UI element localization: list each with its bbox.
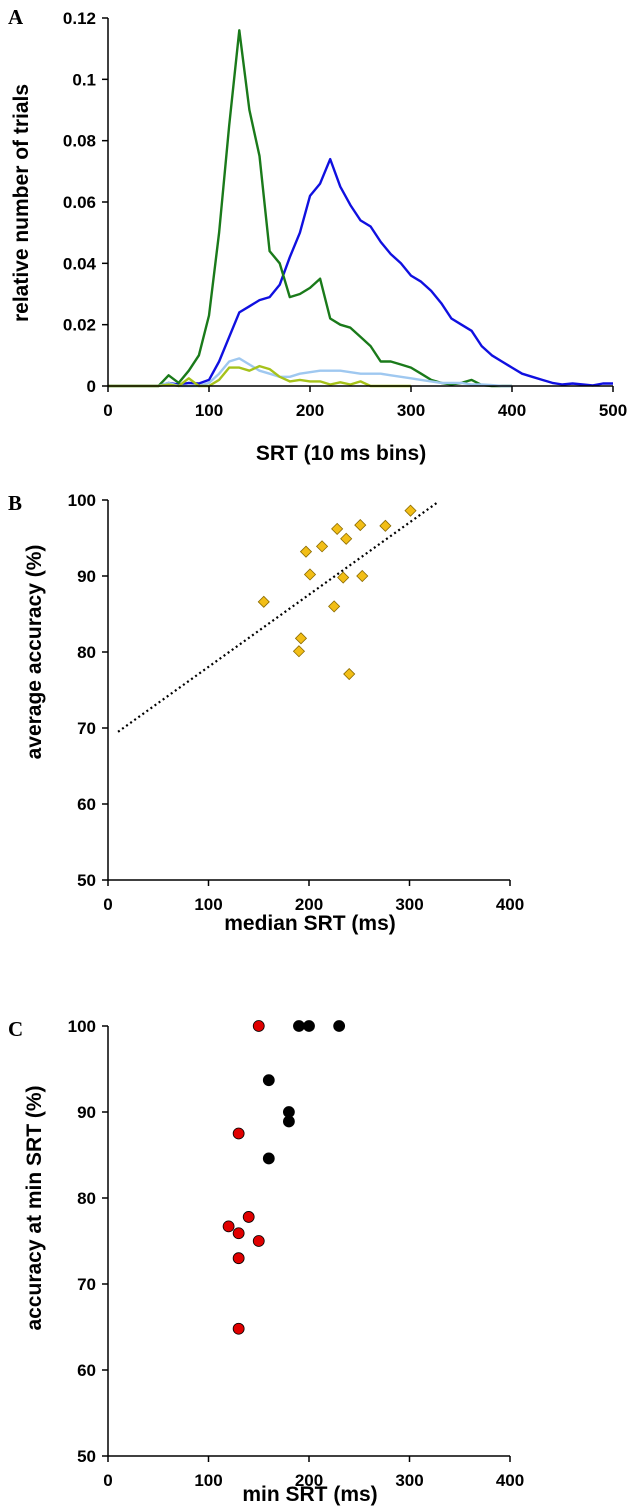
panel-b-data-point	[299, 545, 313, 558]
panel-c-letter: C	[8, 1017, 23, 1041]
panel-b-y-tick-label: 50	[77, 871, 96, 890]
panel-b-y-tick-label: 70	[77, 719, 96, 738]
panel-c-y-tick-label: 70	[77, 1275, 96, 1294]
panel-b-trendline	[117, 501, 439, 733]
panel-b-x-axis-title: median SRT (ms)	[224, 912, 396, 935]
panel-c-x-tick-label: 400	[496, 1471, 524, 1490]
panel-b-axes: 0 100 200 300 400 50 60 70 80 90 100	[68, 491, 525, 914]
panel-b-data-point	[404, 504, 417, 517]
panel-c-x-tick-label: 300	[395, 1471, 423, 1490]
panel-c-y-tick-label: 90	[77, 1103, 96, 1122]
panel-b-data-point	[292, 645, 306, 658]
panel-c-x-axis-title: min SRT (ms)	[242, 1483, 377, 1506]
panel-c-y-tick-label: 80	[77, 1189, 96, 1208]
panel-c-data-point-series-1	[232, 1322, 245, 1335]
panel-c-y-tick-label: 50	[77, 1447, 96, 1466]
panel-b-data-point	[303, 568, 317, 581]
panel-a-x-tick-label: 200	[296, 401, 324, 420]
panel-b-letter: B	[8, 491, 22, 515]
panel-b-y-tick-label: 60	[77, 795, 96, 814]
panel-a-y-tick-label: 0.04	[63, 254, 97, 273]
panel-b-y-tick-label: 100	[68, 491, 96, 510]
panel-c-data-point-series-2	[262, 1074, 275, 1087]
panel-a-x-tick-label: 100	[195, 401, 223, 420]
panel-c-data-point-series-2	[282, 1115, 295, 1128]
panel-b-data-point	[294, 632, 308, 645]
panel-a-x-tick-label: 0	[103, 401, 112, 420]
panel-a-y-tick-label: 0.02	[63, 316, 96, 335]
panel-c-data-point-series-2	[333, 1020, 346, 1032]
panel-c-data-point-series-1	[232, 1227, 245, 1240]
panel-b-data-point	[356, 569, 369, 583]
panel-c-data-point-series-1	[252, 1020, 265, 1032]
panel-b-data-point	[354, 519, 367, 532]
panel-a-series-line-1	[108, 157, 613, 388]
panel-c-points	[222, 1020, 346, 1335]
panel-b-data-point	[379, 519, 392, 532]
panel-b-data-point	[343, 667, 356, 681]
panel-c-x-tick-label: 100	[194, 1471, 222, 1490]
panel-a-x-axis-title: SRT (10 ms bins)	[256, 442, 426, 465]
panel-a-y-tick-label: 0.06	[63, 193, 96, 212]
panel-c-data-point-series-1	[232, 1252, 245, 1265]
panel-c: C 0 100 200 300 400 50 60 70 80 90 100 min SRT (ms…	[8, 1017, 524, 1506]
panel-b-x-tick-label: 0	[103, 895, 112, 914]
panel-c-x-tick-label: 200	[295, 1471, 323, 1490]
panel-c-y-tick-label: 100	[68, 1017, 96, 1036]
panel-c-y-axis-title: accuracy at min SRT (%)	[23, 1085, 46, 1330]
panel-b-x-tick-label: 100	[194, 895, 222, 914]
panel-c-data-point-series-1	[252, 1235, 265, 1247]
panel-a-x-tick-label: 400	[498, 401, 526, 420]
panel-b-x-tick-label: 200	[295, 895, 323, 914]
panel-b-y-axis-title: average accuracy (%)	[23, 545, 46, 760]
panel-c-axes: 0 100 200 300 400 50 60 70 80 90 100	[68, 1017, 525, 1490]
panel-b-points	[117, 501, 439, 733]
panel-c-y-tick-label: 60	[77, 1361, 96, 1380]
panel-a-y-axis-title: relative number of trials	[10, 84, 33, 322]
panel-b-data-point	[328, 600, 341, 613]
panel-c-data-point-series-1	[222, 1220, 235, 1233]
panel-c-data-point-series-2	[293, 1020, 305, 1032]
panel-a: A 0 100 200 300 400 500 0 0.02 0.04 0.06 0.08 0.1 0.…	[8, 5, 627, 465]
panel-c-data-point-series-1	[232, 1127, 245, 1140]
panel-b-data-point	[331, 522, 344, 535]
panel-c-data-point-series-2	[303, 1020, 315, 1032]
panel-a-letter: A	[8, 5, 24, 29]
panel-b-data-point	[340, 532, 353, 545]
panel-b-data-point	[337, 571, 350, 584]
panel-c-data-point-series-1	[242, 1211, 255, 1223]
panel-b-y-tick-label: 90	[77, 567, 96, 586]
panel-c-x-tick-label: 0	[103, 1471, 112, 1490]
panel-a-y-tick-label: 0	[87, 377, 96, 396]
panel-a-y-tick-label: 0.08	[63, 132, 96, 151]
panel-b-x-tick-label: 400	[496, 895, 524, 914]
panel-c-data-point-series-2	[262, 1152, 275, 1165]
panel-a-x-tick-label: 500	[599, 401, 627, 420]
panel-a-y-tick-label: 0.1	[72, 70, 96, 89]
panel-b-data-point	[315, 540, 329, 553]
panel-a-x-tick-label: 300	[397, 401, 425, 420]
panel-a-axes: 0 100 200 300 400 500 0 0.02 0.04 0.06 0.08 0.1 0.12	[63, 9, 627, 420]
panel-a-y-tick-label: 0.12	[63, 9, 96, 28]
panel-a-series-line-3	[108, 357, 512, 388]
panel-b-x-tick-label: 300	[395, 895, 423, 914]
panel-a-series-line-4	[108, 364, 411, 388]
panel-b: B 0 100 200 300 400 50 60 70 80 90 100 median SRT …	[8, 491, 524, 935]
panel-b-y-tick-label: 80	[77, 643, 96, 662]
panel-b-data-point	[257, 595, 270, 608]
panel-a-series	[108, 29, 613, 388]
panel-a-series-line-2	[108, 29, 512, 388]
